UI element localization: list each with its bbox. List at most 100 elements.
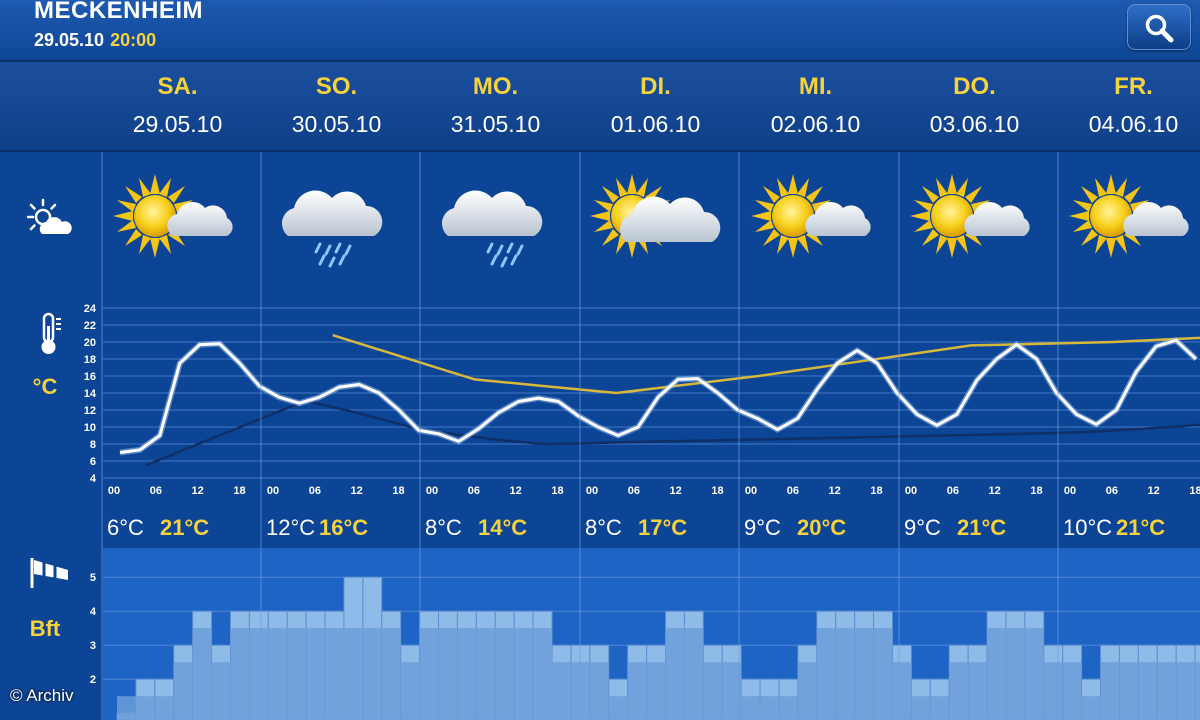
wind-speed-bar <box>968 662 988 720</box>
hour-tick-label: 12 <box>510 485 522 497</box>
max-temperature-value: 20°C <box>797 515 846 540</box>
hour-tick-label: 18 <box>551 485 563 497</box>
weather-row-icon <box>0 198 100 245</box>
day-name: SA. <box>157 73 198 100</box>
weather-icons-row <box>113 174 1189 268</box>
wind-speed-bar <box>343 628 363 720</box>
temperature-row-icon <box>0 312 100 361</box>
max-temperature-value: 21°C <box>160 515 209 540</box>
temperature-chart: 4 6 8 10 12 14 16 18 20 22 24 00 06 12 18 00 06 12 18 00 06 1… <box>84 303 1200 497</box>
hour-tick-label: 18 <box>870 485 882 497</box>
current-date: 29.05.10 <box>34 30 105 50</box>
sun-cloud-icon <box>26 198 72 234</box>
wind-speed-bar <box>192 628 212 720</box>
day-header[interactable]: SO. 30.05.10 <box>257 62 416 138</box>
hour-tick-label: 12 <box>1148 485 1160 497</box>
wind-speed-bar <box>1005 628 1025 720</box>
wind-speed-bar <box>760 696 779 720</box>
app-header: MECKENHEIM 29.05.10 20:00 <box>0 0 1200 62</box>
day-date: 04.06.10 <box>1088 111 1179 137</box>
max-temperature-value: 16°C <box>319 515 368 540</box>
city-name: MECKENHEIM <box>34 0 204 24</box>
day-header[interactable]: SA. 29.05.10 <box>98 62 257 138</box>
hour-tick-label: 06 <box>1106 485 1118 497</box>
temp-tick-label: 6 <box>90 456 96 468</box>
wind-speed-bar <box>930 696 950 720</box>
wind-speed-bar <box>646 662 666 720</box>
sun-cloud-icon <box>751 174 871 258</box>
day-header-row: SA. 29.05.10 SO. 30.05.10 MO. 31.05.10 DI. 0… <box>0 62 1200 152</box>
wind-speed-bar <box>873 628 893 720</box>
hour-tick-label: 12 <box>351 485 363 497</box>
day-name: FR. <box>1114 73 1153 100</box>
wind-speed-bar <box>438 628 458 720</box>
hour-tick-label: 18 <box>233 485 245 497</box>
wind-speed-bar <box>816 628 836 720</box>
max-temperature-value: 21°C <box>1116 515 1165 540</box>
wind-speed-bar <box>476 628 496 720</box>
wind-speed-bar <box>665 628 685 720</box>
max-temperature-value: 21°C <box>957 515 1006 540</box>
wind-speed-bar <box>457 628 477 720</box>
hour-tick-label: 06 <box>628 485 640 497</box>
sun-cloud-icon <box>910 174 1030 258</box>
wind-speed-bar <box>741 696 761 720</box>
temp-tick-label: 18 <box>84 354 96 366</box>
temperature-line <box>119 338 1198 454</box>
search-button[interactable] <box>1127 4 1191 50</box>
hour-tick-label: 00 <box>426 485 438 497</box>
wind-speed-bar <box>1138 662 1158 720</box>
min-temperature-value: 9°C <box>744 515 781 540</box>
wind-speed-bar <box>1062 662 1082 720</box>
wind-speed-bar <box>325 628 344 720</box>
hour-tick-label: 12 <box>989 485 1001 497</box>
min-temperature-value: 12°C <box>266 515 315 540</box>
wind-tick-label: 4 <box>90 606 97 618</box>
wind-speed-bar <box>1100 662 1120 720</box>
hour-tick-label: 06 <box>947 485 959 497</box>
temp-tick-label: 12 <box>84 405 96 417</box>
hour-tick-label: 00 <box>905 485 917 497</box>
temperature-unit-label: °C <box>32 374 58 399</box>
max-temperature-value: 17°C <box>638 515 687 540</box>
wind-speed-bar <box>570 662 590 720</box>
wind-speed-bar <box>835 628 855 720</box>
hour-tick-label: 12 <box>829 485 841 497</box>
hour-tick-label: 06 <box>150 485 162 497</box>
wind-speed-bar <box>117 696 136 720</box>
day-date: 03.06.10 <box>929 111 1020 137</box>
max-temperature-line <box>332 334 1200 395</box>
min-temperature-line <box>145 399 1200 467</box>
day-header[interactable]: MI. 02.06.10 <box>736 62 895 138</box>
wind-speed-bar <box>230 628 250 720</box>
wind-speed-bar <box>911 696 931 720</box>
day-date: 29.05.10 <box>132 111 223 137</box>
day-header[interactable]: MO. 31.05.10 <box>416 62 575 138</box>
hour-tick-label: 00 <box>1064 485 1076 497</box>
min-temperature-value: 9°C <box>904 515 941 540</box>
wind-speed-bar <box>1157 662 1177 720</box>
hour-tick-label: 12 <box>670 485 682 497</box>
day-name: MI. <box>798 73 833 100</box>
wind-tick-label: 3 <box>90 640 96 652</box>
hour-tick-label: 00 <box>745 485 757 497</box>
search-icon <box>1145 14 1174 43</box>
min-temperature-value: 8°C <box>585 515 622 540</box>
day-header[interactable]: DO. 03.06.10 <box>895 62 1054 138</box>
wind-speed-bar <box>249 628 269 720</box>
wind-speed-bar <box>949 662 969 720</box>
wind-speed-bar <box>854 628 874 720</box>
sun-cloud-icon <box>113 174 233 258</box>
day-header[interactable]: DI. 01.06.10 <box>576 62 735 138</box>
hour-tick-label: 12 <box>192 485 204 497</box>
day-date: 01.06.10 <box>610 111 701 137</box>
wind-speed-bar <box>778 696 798 720</box>
temp-tick-label: 24 <box>84 303 97 315</box>
hour-tick-label: 00 <box>267 485 279 497</box>
hour-tick-label: 18 <box>1189 485 1200 497</box>
wind-speed-bar <box>797 662 817 720</box>
day-header[interactable]: FR. 04.06.10 <box>1054 62 1200 138</box>
wind-speed-bar <box>552 662 571 720</box>
wind-speed-bar <box>287 628 307 720</box>
wind-speed-bar <box>400 662 420 720</box>
